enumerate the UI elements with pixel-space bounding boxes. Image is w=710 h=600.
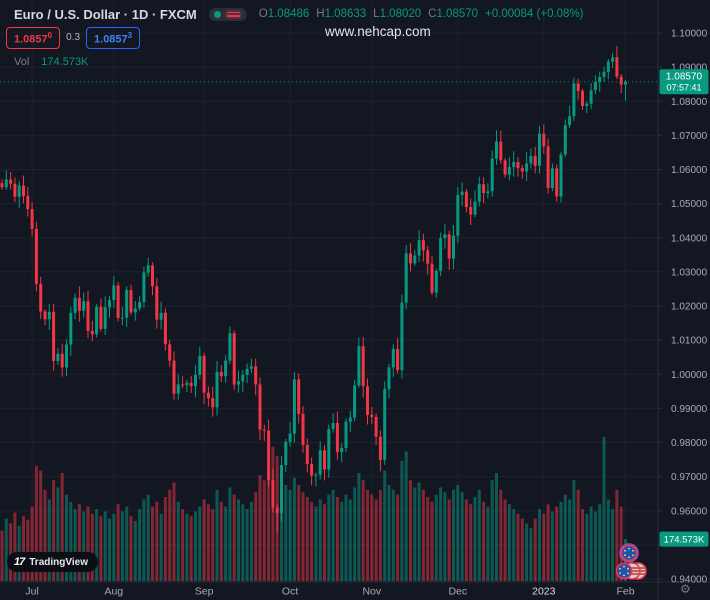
price-tick-label: 1.00000 [671,370,708,381]
time-tick-label: Nov [362,586,381,598]
low-label: L [373,8,380,20]
time-tick-label: Dec [448,586,467,598]
buy-price-button[interactable]: 1.08573 [86,27,141,49]
volume-value: 174.573K [41,55,89,68]
svg-text:174.573K: 174.573K [664,535,705,546]
symbol-title[interactable]: Euro / U.S. Dollar · 1D · FXCM [14,6,197,22]
svg-text:07:57:41: 07:57:41 [666,82,701,92]
time-tick-label: Jul [25,586,38,598]
price-tick-label: 1.03000 [671,267,708,278]
time-tick-label: Aug [104,586,123,598]
svg-text:1.08570: 1.08570 [666,71,703,82]
price-tick-label: 1.06000 [671,165,708,176]
tradingview-logo[interactable]: 17 TradingView [7,552,98,572]
eu-flag-event-icon[interactable] [619,543,639,563]
price-tick-label: 1.05000 [671,199,708,210]
tradingview-logo-icon: 17 [14,556,25,568]
close-label: C [428,8,437,20]
symbol-row: Euro / U.S. Dollar · 1D · FXCM O1.08486 … [14,6,584,22]
sell-price-button[interactable]: 1.08570 [6,27,61,49]
volume-series [0,437,627,581]
close-value: 1.08570 [436,8,479,20]
ohlc-values: O1.08486 H1.08633 L1.08020 C1.08570 +0.0… [259,8,584,20]
price-tick-label: 0.99000 [671,404,708,415]
volume-axis-badge: 174.573K [659,531,709,547]
volume-row: Vol 174.573K [14,56,584,68]
price-tick-label: 0.97000 [671,472,708,483]
price-tick-label: 1.07000 [671,131,708,142]
time-tick-label: 2023 [532,586,556,598]
price-scale[interactable]: 1.10000 1.09000 1.08000 1.07000 1.06000 1.050… [658,29,708,586]
series-menu-icon [224,9,242,19]
tradingview-logo-text: TradingView [29,556,88,568]
chart-header: Euro / U.S. Dollar · 1D · FXCM O1.08486 … [6,6,584,68]
settings-icon[interactable]: ⚙ [680,582,691,596]
economic-event-markers[interactable] [608,540,654,582]
price-tick-label: 1.09000 [671,63,708,74]
volume-label: Vol [14,55,30,68]
price-tick-label: 1.02000 [671,302,708,313]
spread-value: 0.3 [66,32,81,44]
candlestick-series [0,46,627,533]
change-value: +0.00084 (+0.08%) [485,8,584,20]
price-tick-label: 1.10000 [671,29,708,40]
time-scale[interactable]: Jul Aug Sep Oct Nov Dec 2023 Feb [25,586,634,598]
time-tick-label: Feb [616,586,634,598]
price-tick-label: 0.96000 [671,506,708,517]
watermark-url: www.nehcap.com [325,24,431,39]
price-tick-label: 1.01000 [671,336,708,347]
time-tick-label: Oct [282,586,298,598]
low-value: 1.08020 [379,8,422,20]
price-tick-label: 0.94000 [671,575,708,586]
series-quick-menu[interactable] [208,7,247,21]
bid-ask-row: 1.08570 0.3 1.08573 [6,27,584,49]
open-label: O [258,8,268,20]
price-tick-label: 0.98000 [671,438,708,449]
high-value: 1.08633 [324,8,367,20]
open-value: 1.08486 [267,8,310,20]
price-tick-label: 1.04000 [671,233,708,244]
us-flag-event-icons[interactable] [615,562,647,580]
price-tick-label: 1.08000 [671,97,708,108]
time-tick-label: Sep [195,586,214,598]
high-label: H [316,8,325,20]
series-visibility-dot-icon [213,10,221,18]
